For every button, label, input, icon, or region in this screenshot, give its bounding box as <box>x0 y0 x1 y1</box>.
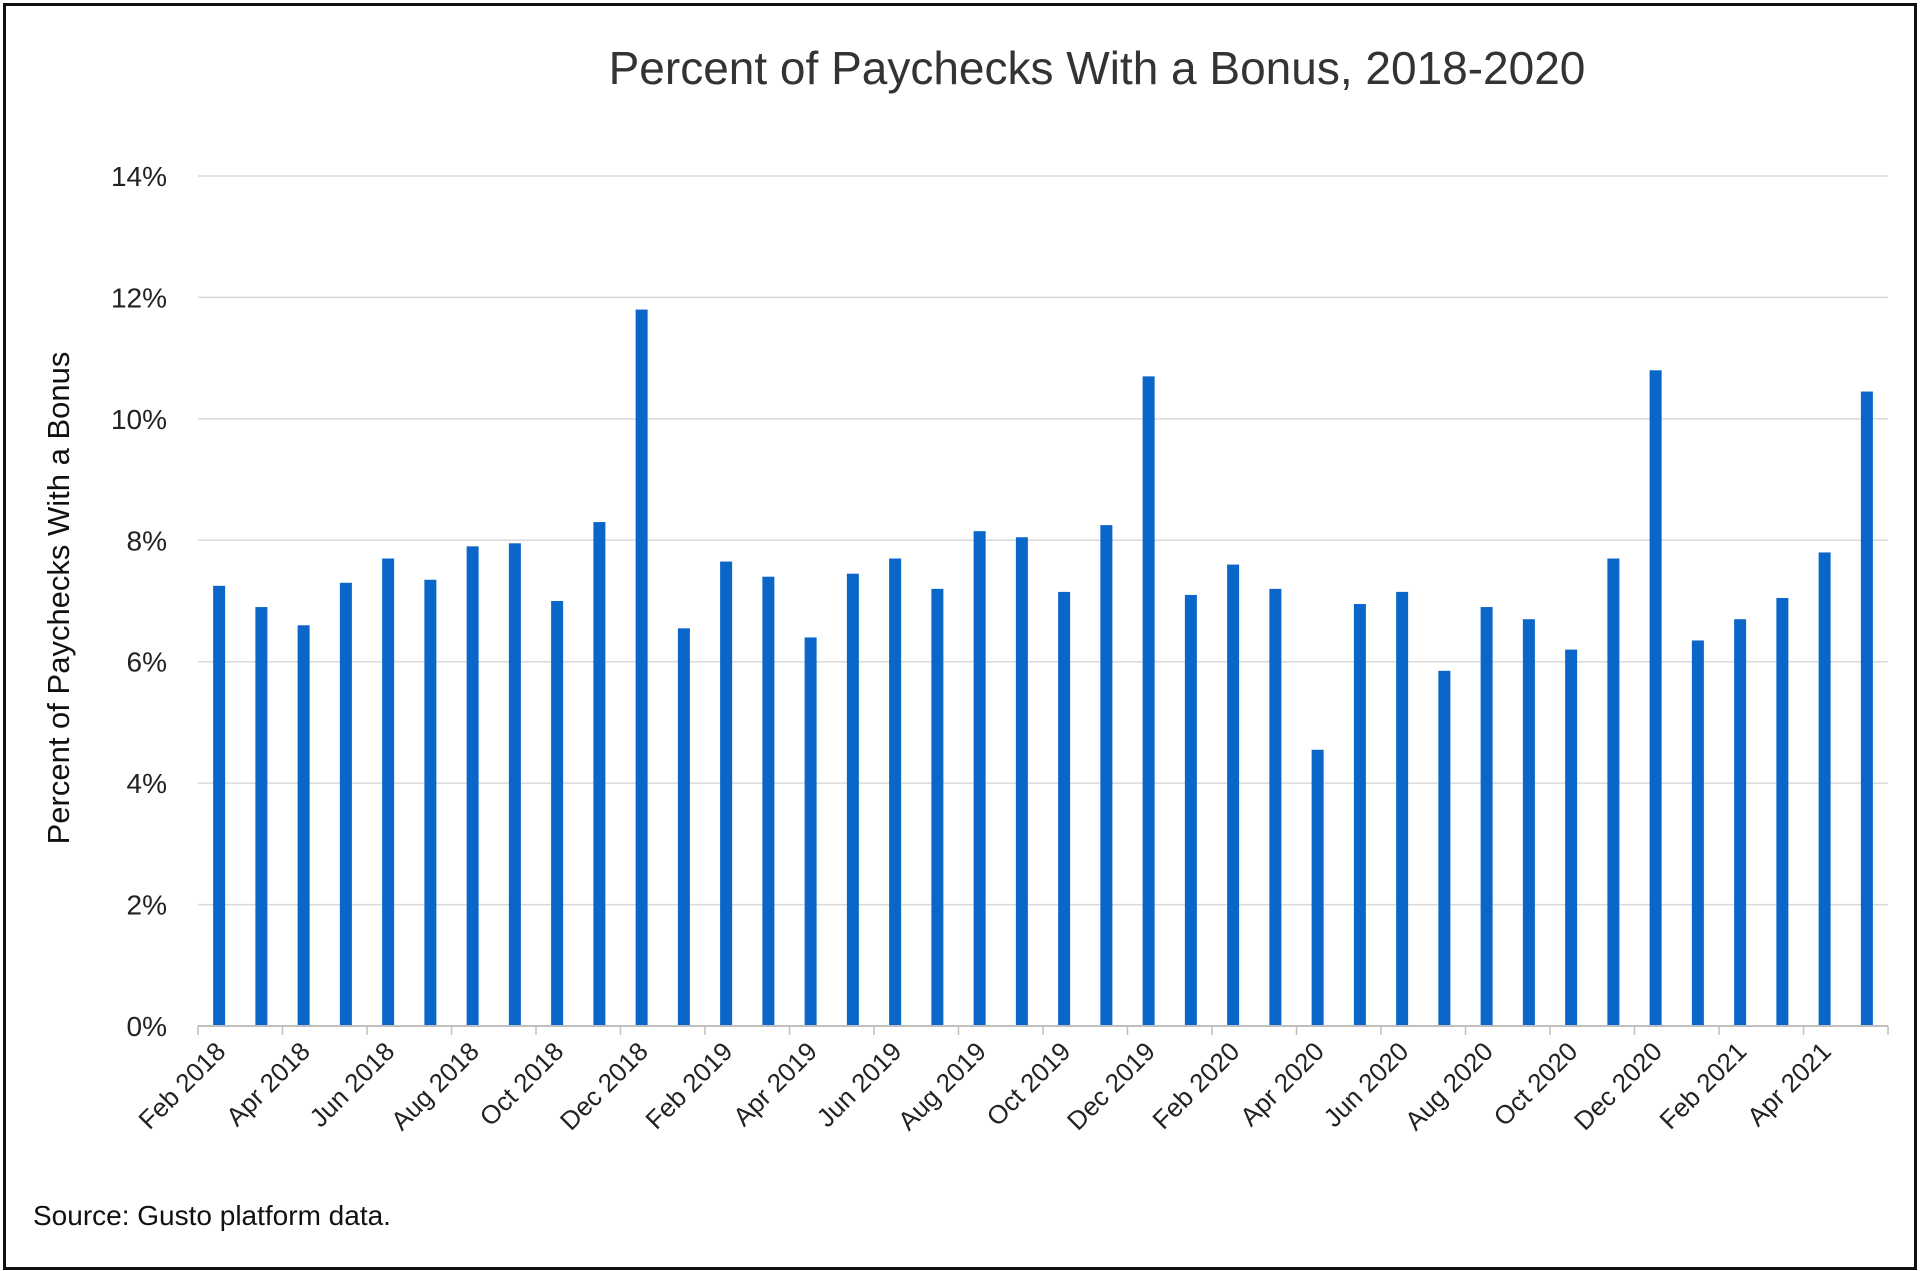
bar-apr-2018 <box>297 625 310 1026</box>
x-tick-label: Feb 2020 <box>1146 1036 1245 1135</box>
bar-oct-2018 <box>551 601 564 1026</box>
bar-aug-2020 <box>1480 607 1493 1026</box>
x-tick-label: Aug 2019 <box>892 1036 992 1136</box>
bar-feb-2021 <box>1734 619 1747 1026</box>
x-tick-label: Apr 2021 <box>1741 1036 1837 1132</box>
bars <box>213 309 1873 1027</box>
x-tick-label: Jun 2019 <box>811 1036 908 1133</box>
bar-may-2019 <box>846 573 859 1026</box>
chart-frame <box>3 3 1917 1270</box>
y-tick-label: 14% <box>111 161 167 192</box>
bar-nov-2018 <box>593 522 606 1026</box>
x-tick-label: Jun 2020 <box>1318 1036 1415 1133</box>
bar-may-2018 <box>339 582 352 1026</box>
bar-dec-2019 <box>1142 376 1155 1026</box>
bar-feb-2018 <box>213 585 226 1026</box>
y-tick-label: 2% <box>127 890 167 921</box>
x-tick-label: Oct 2020 <box>1488 1036 1584 1132</box>
x-tick-label: Feb 2019 <box>639 1036 738 1135</box>
bar-feb-2020 <box>1227 564 1240 1026</box>
x-tick-label: Oct 2019 <box>981 1036 1077 1132</box>
bar-aug-2018 <box>466 546 479 1026</box>
x-tick-label: Jun 2018 <box>304 1036 401 1133</box>
bar-jul-2019 <box>931 588 944 1026</box>
bar-jun-2020 <box>1396 591 1409 1026</box>
bar-jan-2019 <box>677 628 690 1026</box>
bar-mar-2020 <box>1269 588 1282 1026</box>
y-tick-label: 6% <box>127 647 167 678</box>
bar-mar-2019 <box>762 576 775 1026</box>
y-axis-label: Percent of Paychecks With a Bonus <box>41 352 76 845</box>
y-tick-label: 8% <box>127 525 167 556</box>
bar-feb-2019 <box>720 561 733 1026</box>
x-tick-label: Apr 2020 <box>1234 1036 1330 1132</box>
bar-oct-2019 <box>1058 591 1071 1026</box>
bar-apr-2021 <box>1818 552 1831 1026</box>
x-tick-label: Oct 2018 <box>474 1036 570 1132</box>
bar-jan-2020 <box>1184 594 1197 1026</box>
x-tick-label: Aug 2020 <box>1399 1036 1499 1136</box>
bar-nov-2019 <box>1100 525 1113 1026</box>
y-tick-label: 10% <box>111 404 167 435</box>
bar-sep-2019 <box>1015 537 1028 1026</box>
bar-sep-2018 <box>508 543 521 1026</box>
chart-title: Percent of Paychecks With a Bonus, 2018-… <box>609 42 1586 94</box>
gridlines <box>198 175 1888 906</box>
x-tick-label: Dec 2018 <box>554 1036 654 1136</box>
axes <box>197 1025 1889 1035</box>
bar-aug-2019 <box>973 531 986 1026</box>
bar-sep-2020 <box>1522 619 1535 1026</box>
bar-nov-2020 <box>1607 558 1620 1026</box>
bar-apr-2019 <box>804 637 817 1026</box>
bar-apr-2020 <box>1311 749 1324 1026</box>
bar-jul-2020 <box>1438 670 1451 1026</box>
x-tick-label: Apr 2018 <box>220 1036 316 1132</box>
bar-may-2021 <box>1860 391 1873 1026</box>
y-tick-label: 12% <box>111 282 167 313</box>
x-tick-label: Apr 2019 <box>727 1036 823 1132</box>
y-tick-label: 4% <box>127 768 167 799</box>
bar-dec-2018 <box>635 309 648 1027</box>
bar-jun-2019 <box>889 558 902 1026</box>
source-note: Source: Gusto platform data. <box>33 1200 391 1231</box>
bar-jan-2021 <box>1691 640 1704 1026</box>
x-tick-label: Feb 2018 <box>132 1036 231 1135</box>
x-tick-label: Aug 2018 <box>385 1036 485 1136</box>
bar-dec-2020 <box>1649 370 1662 1026</box>
bar-mar-2018 <box>255 607 268 1026</box>
y-tick-label: 0% <box>127 1011 167 1042</box>
x-tick-label: Feb 2021 <box>1653 1036 1752 1135</box>
bar-may-2020 <box>1353 604 1366 1026</box>
bar-jul-2018 <box>424 579 437 1026</box>
bar-mar-2021 <box>1776 597 1789 1026</box>
bar-oct-2020 <box>1565 649 1578 1026</box>
x-tick-label: Dec 2020 <box>1568 1036 1668 1136</box>
x-tick-label: Dec 2019 <box>1061 1036 1161 1136</box>
bar-jun-2018 <box>382 558 395 1026</box>
